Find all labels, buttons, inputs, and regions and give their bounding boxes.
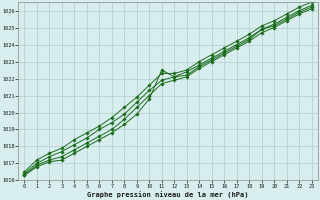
X-axis label: Graphe pression niveau de la mer (hPa): Graphe pression niveau de la mer (hPa) [87,191,249,198]
